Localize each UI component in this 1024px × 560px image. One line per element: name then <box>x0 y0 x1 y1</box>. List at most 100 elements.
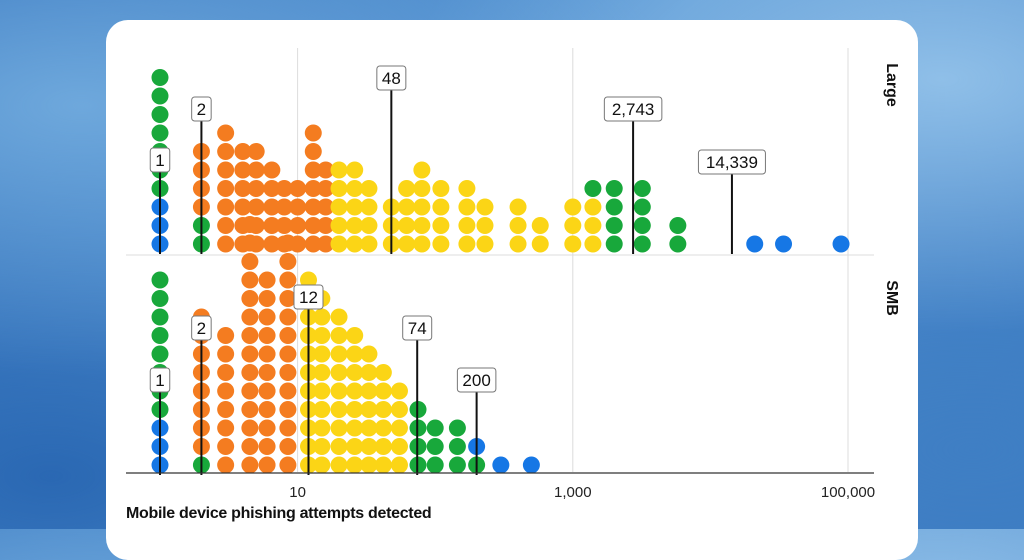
dot <box>279 382 297 400</box>
panel-labels: Large SMB <box>883 63 900 316</box>
dot <box>398 235 416 253</box>
marker-box <box>456 367 497 393</box>
dot <box>346 327 364 344</box>
dot <box>258 345 276 363</box>
dot <box>234 198 252 216</box>
dot <box>313 308 331 326</box>
dot <box>330 180 348 197</box>
dot <box>398 217 416 234</box>
dot <box>241 271 259 289</box>
dot <box>258 290 276 307</box>
dot <box>346 198 364 216</box>
dot <box>360 345 378 363</box>
dot-columns <box>151 69 850 474</box>
dot <box>564 217 582 234</box>
dot <box>279 234 297 252</box>
dot <box>313 345 331 363</box>
dot <box>217 345 235 363</box>
marker-label: 1 <box>155 151 164 170</box>
dot <box>304 161 322 179</box>
dot <box>390 382 408 400</box>
dot <box>564 198 582 216</box>
dot <box>390 419 408 437</box>
dot <box>426 438 444 455</box>
x-tick-label: 10 <box>289 484 306 501</box>
dot <box>241 345 259 363</box>
chart-card <box>106 20 918 560</box>
marker-box <box>293 284 324 310</box>
marker-box <box>191 315 212 341</box>
dot <box>247 143 265 160</box>
dot <box>476 198 494 216</box>
dot <box>360 217 378 234</box>
marker-box <box>697 149 766 175</box>
dot <box>492 456 510 474</box>
dot <box>360 198 378 216</box>
dot <box>247 180 265 197</box>
dot <box>304 198 322 216</box>
dot <box>605 235 623 253</box>
dot <box>151 124 169 142</box>
dot <box>217 198 235 216</box>
dot <box>151 69 169 86</box>
dot <box>531 235 549 253</box>
dot <box>330 419 348 437</box>
dot <box>633 180 651 197</box>
dot <box>346 161 364 179</box>
marker-box <box>402 315 433 341</box>
dot <box>241 401 259 418</box>
dot <box>313 364 331 381</box>
dot <box>217 161 235 179</box>
dot <box>258 271 276 289</box>
dot <box>279 327 297 344</box>
dot <box>304 235 322 253</box>
dot <box>241 327 259 344</box>
dot <box>279 456 297 474</box>
dot <box>398 180 416 197</box>
dot <box>360 235 378 253</box>
dot <box>413 235 431 253</box>
x-axis: 10 1,000 100,000 <box>126 472 875 501</box>
dot <box>263 161 281 179</box>
dot <box>247 198 265 216</box>
dot <box>374 401 392 418</box>
dot <box>413 180 431 197</box>
dot <box>346 419 364 437</box>
dot <box>346 235 364 253</box>
dot <box>390 401 408 418</box>
dot <box>304 124 322 142</box>
dot <box>258 438 276 455</box>
dot <box>217 217 235 234</box>
dot <box>360 456 378 474</box>
dot <box>360 438 378 455</box>
dot <box>241 216 259 233</box>
dot <box>390 456 408 474</box>
dot <box>330 364 348 381</box>
dot <box>241 382 259 400</box>
dot <box>234 161 252 179</box>
dot <box>279 401 297 418</box>
dot <box>584 180 602 197</box>
dot <box>317 235 335 253</box>
dot <box>509 217 527 234</box>
marker-label: 48 <box>382 69 401 88</box>
dot <box>151 106 169 123</box>
dot <box>633 217 651 234</box>
dot <box>669 235 687 253</box>
dot <box>360 382 378 400</box>
marker-label: 74 <box>408 319 427 338</box>
dot <box>241 290 259 307</box>
dot <box>317 161 335 179</box>
dot <box>217 180 235 197</box>
dot <box>217 143 235 160</box>
dot <box>360 364 378 381</box>
dot <box>432 235 450 253</box>
x-tick-label: 100,000 <box>821 484 875 501</box>
dot <box>317 180 335 197</box>
dot <box>605 217 623 234</box>
x-tick-label: 1,000 <box>554 484 592 501</box>
dot <box>476 217 494 234</box>
dot <box>241 364 259 381</box>
dot <box>432 180 450 197</box>
